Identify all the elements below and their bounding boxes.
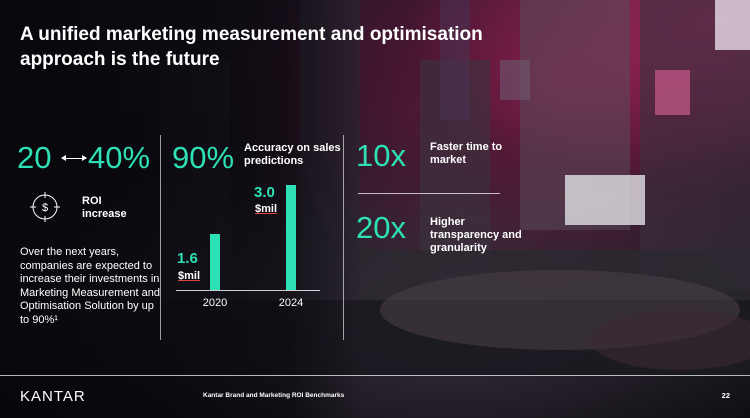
accuracy-label: Accuracy on sales predictions bbox=[244, 142, 341, 167]
bar-unit-label: $mil bbox=[178, 270, 201, 282]
bar-unit-label: $mil bbox=[255, 203, 278, 215]
arrow-both-icon bbox=[61, 155, 87, 161]
chart-axis bbox=[176, 290, 320, 291]
slide-title: A unified marketing measurement and opti… bbox=[20, 24, 483, 70]
footer-source: Kantar Brand and Marketing ROI Benchmark… bbox=[203, 392, 345, 399]
svg-text:$: $ bbox=[42, 202, 48, 214]
stat-transparency-label: Higher transparency and granularity bbox=[430, 216, 522, 254]
stat-faster-value: 10x bbox=[356, 138, 406, 173]
page-number: 22 bbox=[721, 391, 730, 400]
divider-2 bbox=[343, 135, 344, 340]
stats-divider bbox=[358, 193, 500, 194]
stat-faster-label: Faster time to market bbox=[430, 141, 503, 166]
roi-range-high: 40% bbox=[88, 140, 151, 175]
tick-label: 2024 bbox=[278, 297, 304, 309]
tick-label: 2020 bbox=[202, 297, 228, 309]
bar-value-label: 1.6 bbox=[177, 250, 198, 267]
text-contrast-overlay bbox=[0, 0, 360, 418]
roi-description: Over the next years, companies are expec… bbox=[20, 246, 161, 326]
divider-1 bbox=[160, 135, 161, 340]
stat-transparency-value: 20x bbox=[356, 210, 406, 245]
roi-range-low: 20 bbox=[17, 140, 52, 175]
footer-rule bbox=[0, 375, 750, 376]
bar-2020 bbox=[210, 234, 220, 290]
accuracy-value: 90% bbox=[172, 140, 235, 175]
bar-2024 bbox=[286, 185, 296, 290]
dollar-target-icon: $ bbox=[30, 192, 60, 222]
roi-label: ROI increase bbox=[82, 195, 127, 220]
kantar-logo: KANTAR bbox=[20, 388, 86, 405]
bar-value-label: 3.0 bbox=[254, 184, 275, 201]
